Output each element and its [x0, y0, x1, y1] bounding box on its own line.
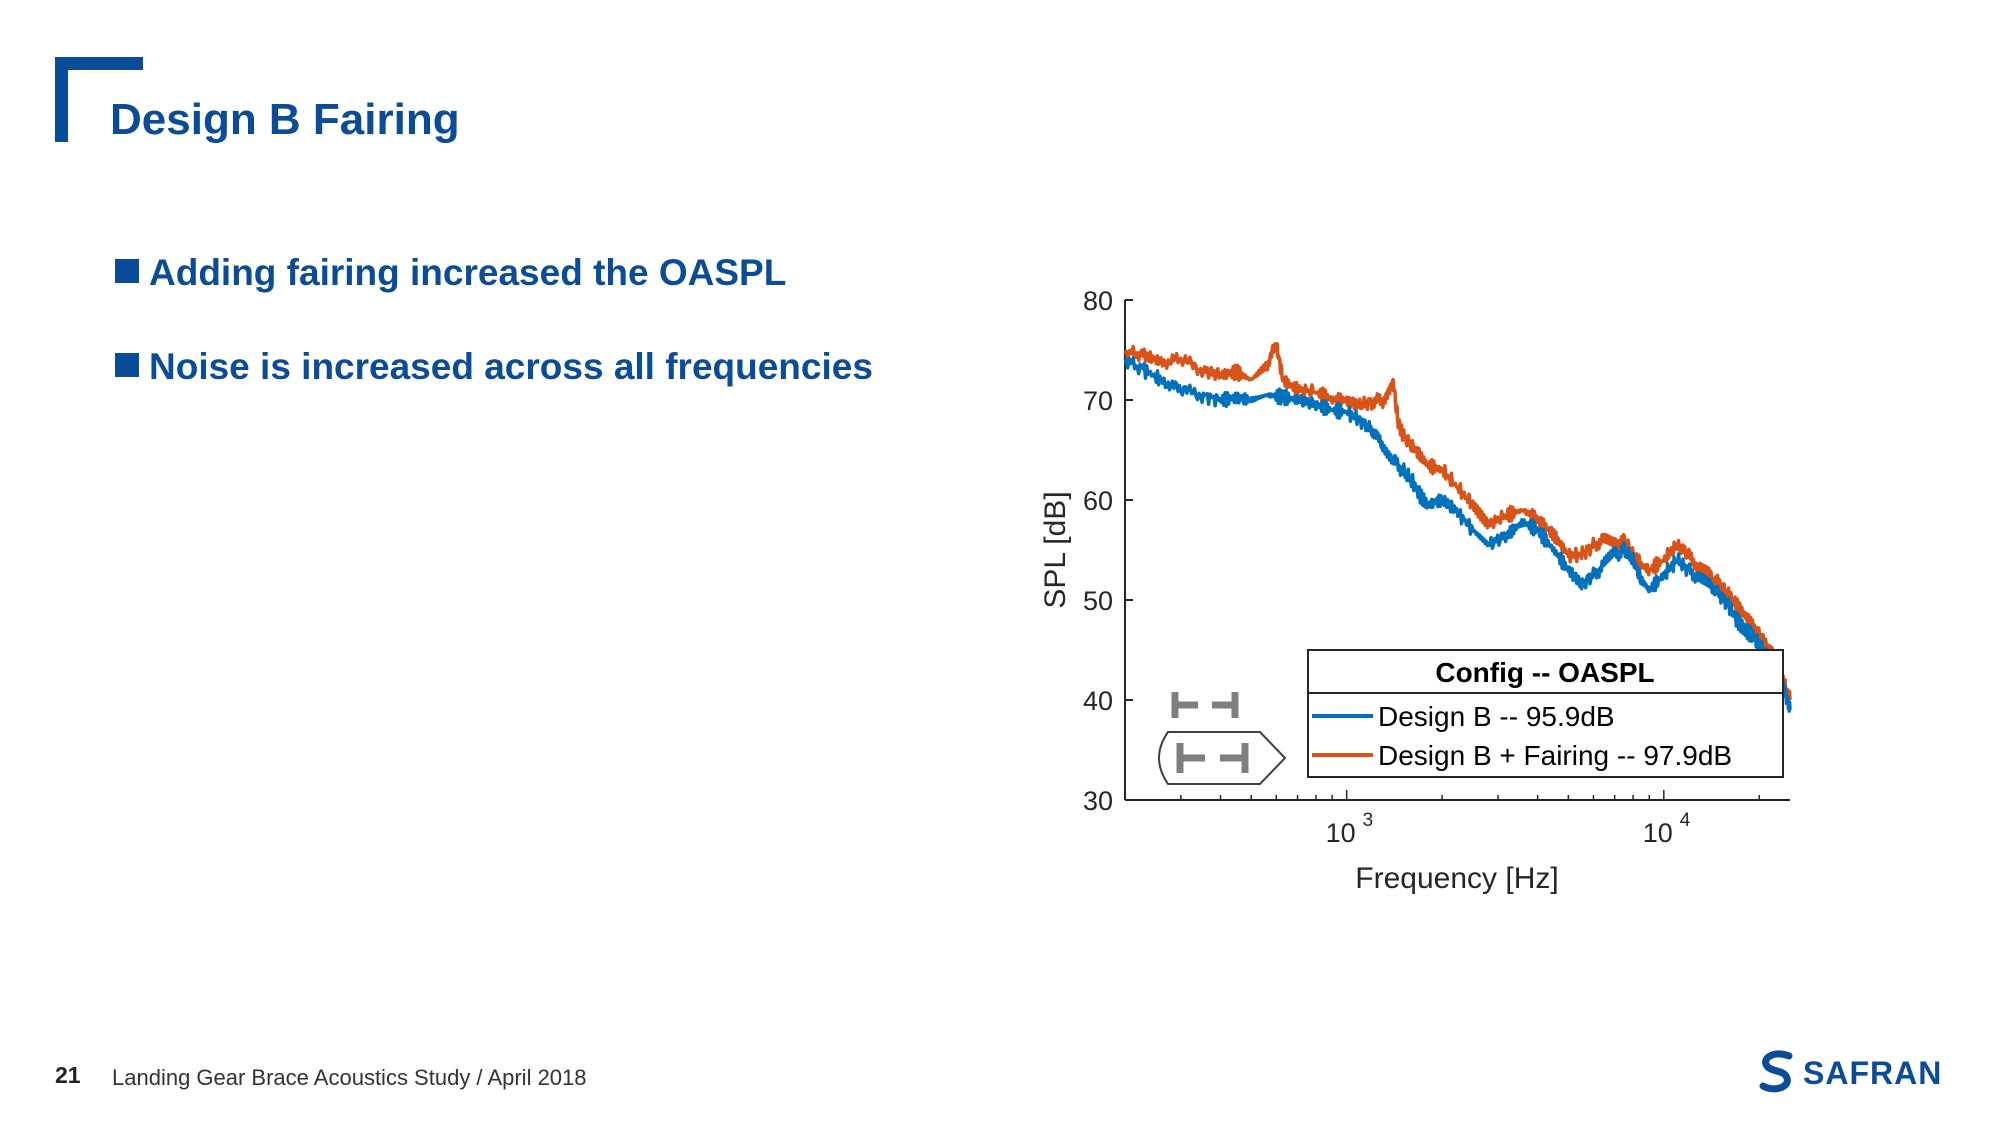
y-tick-label: 80	[1083, 286, 1113, 316]
bullet-square-icon	[115, 259, 139, 283]
footer-text: Landing Gear Brace Acoustics Study / Apr…	[112, 1065, 587, 1090]
x-tick-exponent: 4	[1680, 810, 1691, 831]
x-tick-label: 10	[1643, 818, 1673, 848]
x-tick-exponent: 3	[1363, 810, 1374, 831]
y-ticks: 30 40 50 60 70 80	[1083, 286, 1133, 816]
legend-label: Design B + Fairing -- 97.9dB	[1378, 740, 1732, 771]
bullet-item: Adding fairing increased the OASPL	[115, 252, 786, 294]
page-title: Design B Fairing	[110, 95, 460, 144]
gear-configuration-icon	[1158, 692, 1287, 785]
brand-name: SAFRAN	[1803, 1055, 1942, 1091]
y-tick-label: 40	[1083, 686, 1113, 716]
legend-title: Config -- OASPL	[1435, 657, 1654, 688]
spl-frequency-chart: 30 40 50 60 70 80 10 3 10 4 Frequency [Hz] SPL […	[1039, 286, 1792, 895]
y-tick-label: 60	[1083, 486, 1113, 516]
bullet-text: Noise is increased across all frequencie…	[149, 346, 873, 387]
page-number: 21	[55, 1062, 81, 1088]
legend-box	[1307, 649, 1784, 778]
chart-axes	[1124, 300, 1790, 801]
y-axis-label: SPL [dB]	[1039, 491, 1072, 608]
x-axis-label: Frequency [Hz]	[1355, 862, 1558, 895]
x-tick-label: 10	[1326, 818, 1356, 848]
series-line	[1123, 356, 1792, 713]
title-corner-mark-vertical	[55, 57, 68, 142]
x-ticks: 10 3 10 4	[1124, 790, 1761, 848]
safran-s-icon	[1759, 1050, 1793, 1093]
legend-label: Design B -- 95.9dB	[1378, 701, 1615, 732]
title-corner-mark-horizontal	[55, 57, 143, 70]
bullet-square-icon	[115, 353, 139, 377]
bullet-text: Adding fairing increased the OASPL	[149, 252, 787, 293]
chart-legend: Config -- OASPL Design B -- 95.9dB Desig…	[1307, 649, 1784, 778]
y-tick-label: 70	[1083, 386, 1113, 416]
safran-logo: SAFRAN	[1759, 1050, 1942, 1093]
series-lines	[1123, 342, 1792, 713]
y-tick-label: 50	[1083, 586, 1113, 616]
bullet-item: Noise is increased across all frequencie…	[115, 346, 873, 388]
y-tick-label: 30	[1083, 786, 1113, 816]
